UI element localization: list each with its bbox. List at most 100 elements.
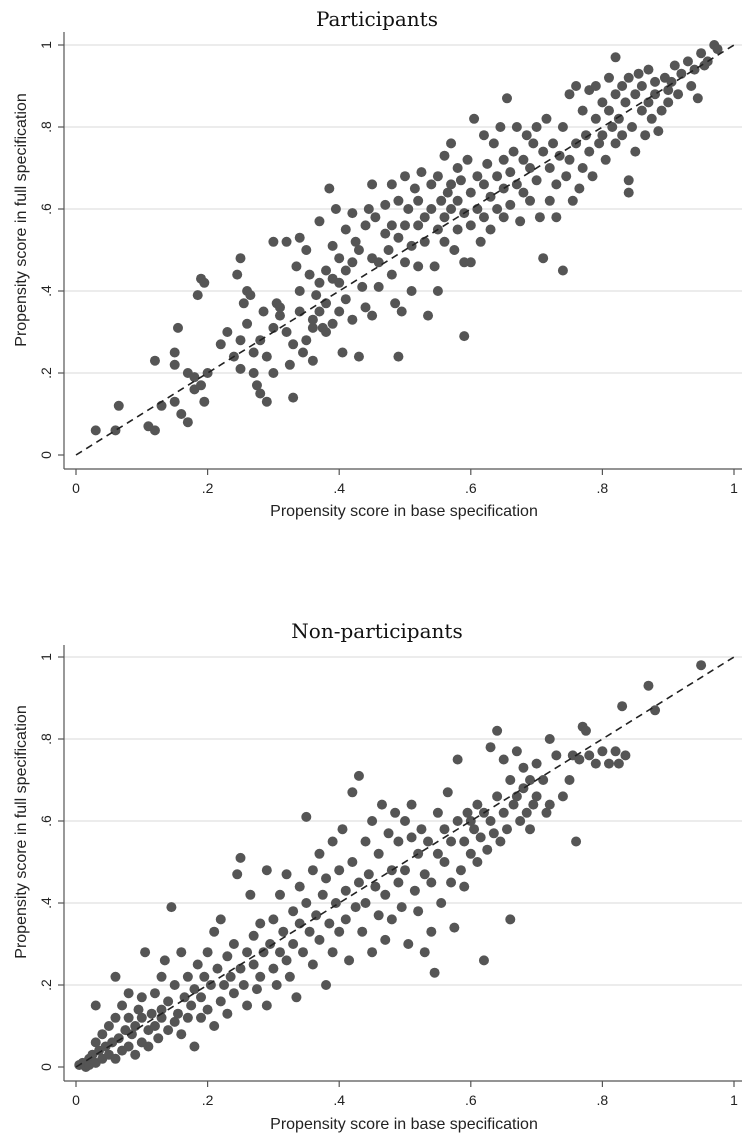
scatter-point <box>321 873 332 884</box>
scatter-point <box>498 754 509 765</box>
scatter-point <box>531 175 542 186</box>
scatter-point <box>429 261 440 272</box>
scatter-point <box>452 816 463 826</box>
y-tick-label: .2 <box>38 367 54 379</box>
scatter-point <box>610 138 621 149</box>
scatter-point <box>235 363 246 374</box>
scatter-point <box>344 955 355 966</box>
scatter-point <box>321 327 332 337</box>
scatter-point <box>511 122 522 132</box>
scatter-point <box>311 910 322 921</box>
scatter-point <box>202 947 213 958</box>
scatter-point <box>492 204 503 214</box>
scatter-point <box>419 947 430 958</box>
panel-title: Non-participants <box>291 619 462 643</box>
scatter-point <box>304 269 315 280</box>
scatter-point <box>400 816 410 826</box>
scatter-point <box>334 865 345 876</box>
scatter-point <box>192 959 203 970</box>
scatter-point <box>186 1000 197 1011</box>
scatter-point <box>518 783 529 794</box>
scatter-point <box>110 1012 121 1023</box>
scatter-point <box>149 988 160 999</box>
scatter-point <box>172 322 183 333</box>
scatter-point <box>347 787 358 798</box>
scatter-point <box>610 52 621 63</box>
scatter-point <box>455 865 466 876</box>
scatter-point <box>123 1012 134 1023</box>
scatter-point <box>288 392 299 403</box>
scatter-point <box>337 824 348 835</box>
scatter-point <box>673 89 684 100</box>
scatter-point <box>396 306 407 317</box>
scatter-point <box>288 906 299 917</box>
scatter-point <box>228 988 239 999</box>
scatter-point <box>163 996 174 1007</box>
scatter-point <box>511 746 522 757</box>
scatter-point <box>133 1004 144 1015</box>
scatter-point <box>159 955 170 966</box>
scatter-point <box>117 1000 128 1011</box>
scatter-point <box>169 1016 180 1027</box>
scatter-point <box>390 807 401 818</box>
scatter-point <box>403 939 414 949</box>
scatter-point <box>311 290 322 301</box>
scatter-point <box>242 318 253 329</box>
scatter-point <box>281 955 292 966</box>
y-axis-label: Propensity score in full specification <box>13 93 30 346</box>
y-tick-label: .6 <box>38 203 54 215</box>
scatter-point <box>370 212 381 223</box>
scatter-point <box>574 754 585 765</box>
scatter-point <box>294 232 305 243</box>
scatter-point <box>373 281 384 292</box>
scatter-point <box>202 368 213 378</box>
scatter-point <box>307 314 318 325</box>
scatter-point <box>577 163 588 173</box>
scatter-point <box>590 113 601 124</box>
scatter-point <box>294 918 305 929</box>
scatter-point <box>449 922 460 933</box>
scatter-point <box>182 1012 193 1023</box>
scatter-point <box>413 261 424 272</box>
scatter-point <box>498 154 509 165</box>
scatter-point <box>255 971 266 982</box>
scatter-point <box>534 212 545 223</box>
scatter-point <box>541 113 552 124</box>
scatter-point <box>222 327 233 337</box>
scatter-point <box>492 171 503 182</box>
scatter-point <box>478 130 489 141</box>
x-tick-label: .6 <box>465 480 477 496</box>
scatter-point <box>488 828 499 839</box>
scatter-point <box>400 220 410 231</box>
scatter-point <box>501 824 512 835</box>
scatter-point <box>274 302 285 313</box>
scatter-point <box>544 799 555 810</box>
y-tick-label: 1 <box>38 41 54 49</box>
scatter-point <box>317 889 328 900</box>
scatter-point <box>426 204 437 214</box>
scatter-point <box>248 347 259 358</box>
scatter-point <box>334 277 345 288</box>
scatter-point <box>219 980 230 990</box>
y-tick-label: .2 <box>38 979 54 991</box>
x-tick-label: .4 <box>333 480 345 496</box>
scatter-point <box>268 322 279 333</box>
scatter-point <box>617 701 628 712</box>
scatter-point <box>580 725 591 736</box>
scatter-point <box>501 93 512 104</box>
scatter-point <box>274 947 285 958</box>
scatter-point <box>327 318 338 329</box>
scatter-point <box>561 171 572 182</box>
scatter-point <box>505 775 516 785</box>
scatter-point <box>393 195 404 206</box>
scatter-point <box>373 910 384 921</box>
scatter-point <box>357 281 368 292</box>
scatter-point <box>314 306 325 317</box>
scatter-point <box>110 971 121 982</box>
scatter-point <box>390 298 401 309</box>
scatter-point <box>630 89 641 100</box>
scatter-point <box>508 146 519 157</box>
scatter-point <box>232 869 243 880</box>
scatter-point <box>482 844 493 855</box>
scatter-point <box>525 824 536 835</box>
